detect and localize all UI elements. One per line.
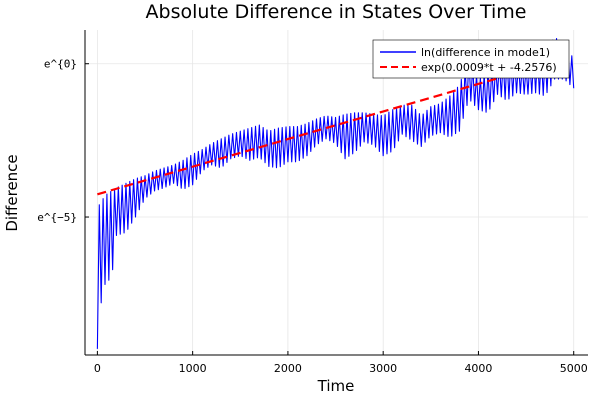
x-ticks: 0 1000 2000 3000 4000 5000 [94, 351, 588, 375]
legend-label-series-2: exp(0.0009*t + -4.2576) [421, 61, 557, 74]
series-line-exp-fit [97, 75, 503, 196]
chart-title: Absolute Difference in States Over Time [146, 1, 527, 23]
legend: ln(difference in mode1) exp(0.0009*t + -… [372, 39, 570, 79]
y-tick-label: e^{−5} [37, 211, 77, 224]
x-tick-label: 1000 [179, 362, 207, 375]
legend-label-series-1: ln(difference in mode1) [421, 46, 550, 59]
x-axis-label: Time [317, 377, 355, 395]
x-tick-label: 5000 [560, 362, 588, 375]
axes-frame [84, 30, 588, 356]
plot-area [96, 38, 575, 349]
y-tick-label: e^{0} [44, 58, 77, 71]
y-axis-label: Difference [3, 154, 21, 231]
y-ticks: e^{−5} e^{0} [37, 58, 89, 224]
x-tick-label: 2000 [274, 362, 302, 375]
legend-box [372, 39, 570, 79]
x-tick-label: 3000 [369, 362, 397, 375]
grid-lines [85, 30, 588, 355]
x-tick-label: 4000 [464, 362, 492, 375]
series-line-mode1 [96, 38, 575, 349]
x-tick-label: 0 [94, 362, 101, 375]
